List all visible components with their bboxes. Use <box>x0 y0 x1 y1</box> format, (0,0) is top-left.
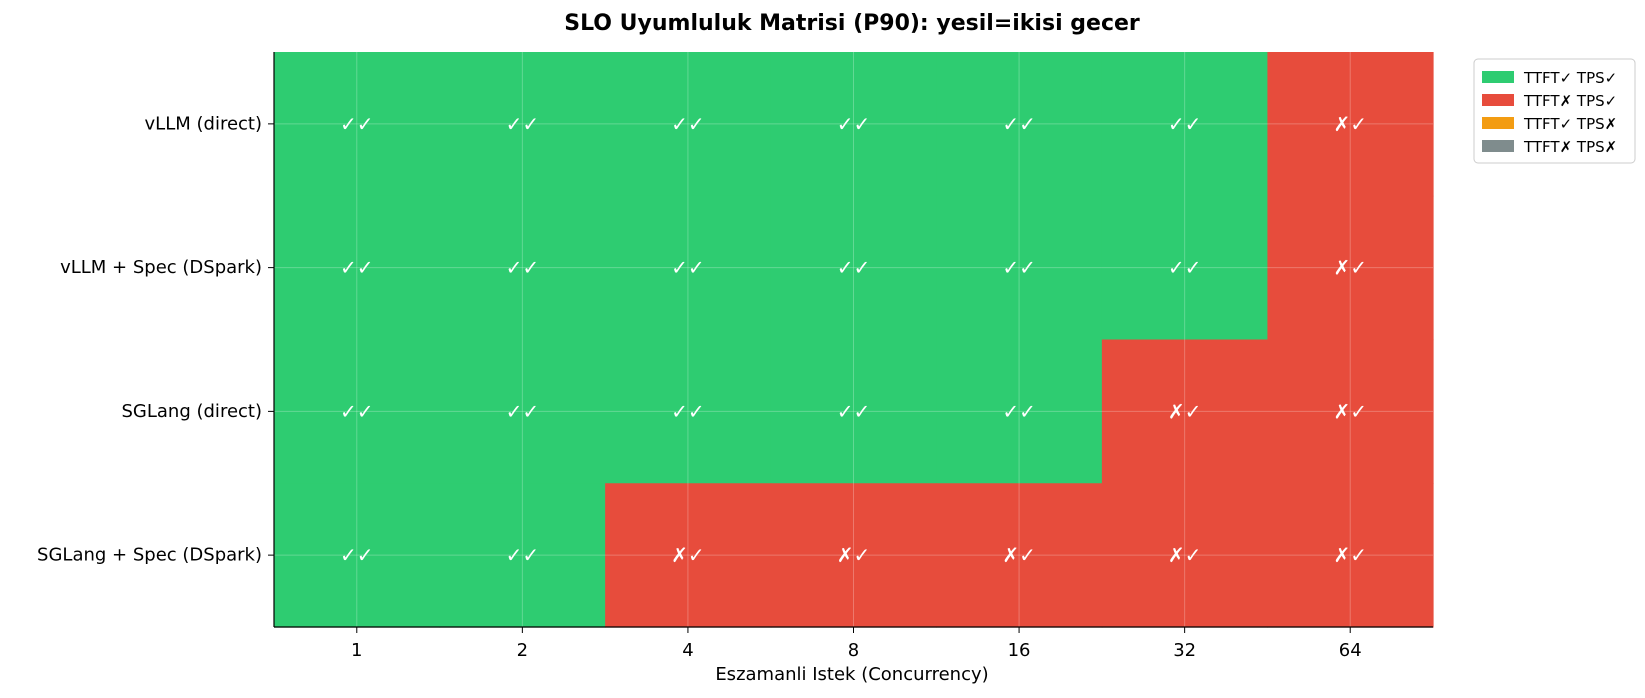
heatmap-cell <box>1101 195 1269 341</box>
y-tick-label: SGLang + Spec (DSpark) <box>37 545 262 566</box>
heatmap-cell <box>770 195 937 341</box>
cell-label: ✓✓ <box>1002 399 1036 423</box>
heatmap-cell <box>439 195 606 341</box>
heatmap-cell <box>605 483 772 628</box>
x-tick-label: 64 <box>1339 640 1362 661</box>
cell-label: ✓✓ <box>837 399 871 423</box>
heatmap-cell <box>605 195 772 341</box>
cell-label: ✓✓ <box>340 112 374 136</box>
cell-label: ✓✓ <box>837 112 871 136</box>
heatmap-cells <box>274 52 1434 628</box>
legend-swatch <box>1482 94 1514 106</box>
cell-labels: ✓✓ ✓✓ ✓✓ ✓✓ ✓✓ ✓✓ ✗✓ ✓✓ ✓✓ ✓✓ ✓✓ ✓✓ ✓✓ ✗✓ ✓✓ ✓✓ ✓✓ ✓✓ ✓✓ ✗✓… <box>340 112 1367 567</box>
cell-label: ✗✓ <box>1002 543 1036 567</box>
heatmap-cell <box>936 195 1103 341</box>
heatmap-cell <box>439 483 606 628</box>
cell-label: ✓✓ <box>671 399 705 423</box>
x-tick-label: 8 <box>848 640 859 661</box>
heatmap-cell <box>1101 52 1269 197</box>
legend-label: TTFT✗ TPS✓ <box>1523 92 1617 110</box>
x-tick-label: 16 <box>1008 640 1031 661</box>
legend-swatch <box>1482 71 1514 83</box>
cell-label: ✗✓ <box>1168 399 1202 423</box>
heatmap-cell <box>605 339 772 484</box>
cell-label: ✓✓ <box>506 256 540 280</box>
legend-box <box>1473 58 1636 164</box>
heatmap-cell <box>936 52 1103 197</box>
heatmap-cell <box>770 339 937 484</box>
cell-label: ✗✓ <box>1168 543 1202 567</box>
y-tick-label: vLLM + Spec (DSpark) <box>60 257 262 278</box>
heatmap-cell <box>1267 483 1434 628</box>
legend-swatch <box>1482 140 1514 152</box>
cell-label: ✗✓ <box>1333 543 1367 567</box>
cell-label: ✓✓ <box>340 399 374 423</box>
cell-label: ✓✓ <box>1168 256 1202 280</box>
heatmap-cell <box>274 483 441 628</box>
legend-label: TTFT✗ TPS✗ <box>1523 138 1617 156</box>
cell-label: ✓✓ <box>671 256 705 280</box>
cell-label: ✓✓ <box>1002 112 1036 136</box>
heatmap-cell <box>439 339 606 484</box>
heatmap-cell <box>1267 195 1434 341</box>
x-tick-label: 4 <box>682 640 693 661</box>
y-tick-labels: vLLM (direct) vLLM + Spec (DSpark) SGLang … <box>37 113 274 566</box>
legend: TTFT✓ TPS✓ TTFT✗ TPS✓ TTFT✓ TPS✗ TTFT✗ TPS✗ <box>1473 58 1636 164</box>
x-tick-label: 32 <box>1173 640 1196 661</box>
cell-label: ✗✓ <box>1333 399 1367 423</box>
cell-label: ✗✓ <box>837 543 871 567</box>
cell-label: ✓✓ <box>340 543 374 567</box>
y-tick-label: vLLM (direct) <box>145 113 262 134</box>
heatmap-cell <box>605 52 772 197</box>
heatmap-cell <box>274 52 441 197</box>
chart-title: SLO Uyumluluk Matrisi (P90): yesil=ikisi… <box>564 11 1140 36</box>
heatmap-cell <box>770 483 937 628</box>
heatmap-cell <box>770 52 937 197</box>
legend-swatch <box>1482 117 1514 129</box>
cell-label: ✓✓ <box>1002 256 1036 280</box>
cell-label: ✗✓ <box>1333 256 1367 280</box>
heatmap-cell <box>274 195 441 341</box>
heatmap-cell <box>936 483 1103 628</box>
cell-label: ✓✓ <box>1168 112 1202 136</box>
heatmap-cell <box>439 52 606 197</box>
legend-label: TTFT✓ TPS✓ <box>1523 69 1617 87</box>
cell-label: ✓✓ <box>340 256 374 280</box>
x-tick-labels: 1 2 4 8 16 32 64 <box>351 627 1362 661</box>
y-tick-label: SGLang (direct) <box>122 401 263 422</box>
cell-label: ✓✓ <box>837 256 871 280</box>
cell-label: ✓✓ <box>506 399 540 423</box>
heatmap-cell <box>1267 339 1434 484</box>
heatmap-cell <box>274 339 441 484</box>
cell-label: ✓✓ <box>506 112 540 136</box>
cell-label: ✗✓ <box>1333 112 1367 136</box>
x-tick-label: 1 <box>351 640 362 661</box>
cell-label: ✓✓ <box>671 112 705 136</box>
legend-label: TTFT✓ TPS✗ <box>1523 115 1617 133</box>
heatmap-cell <box>1267 52 1434 197</box>
heatmap-cell <box>1101 483 1269 628</box>
x-tick-label: 2 <box>517 640 528 661</box>
grid-lines <box>274 52 1433 627</box>
cell-label: ✗✓ <box>671 543 705 567</box>
heatmap-cell <box>936 339 1103 484</box>
heatmap-cell <box>1101 339 1269 484</box>
x-axis-label: Eszamanli Istek (Concurrency) <box>715 664 988 685</box>
cell-label: ✓✓ <box>506 543 540 567</box>
